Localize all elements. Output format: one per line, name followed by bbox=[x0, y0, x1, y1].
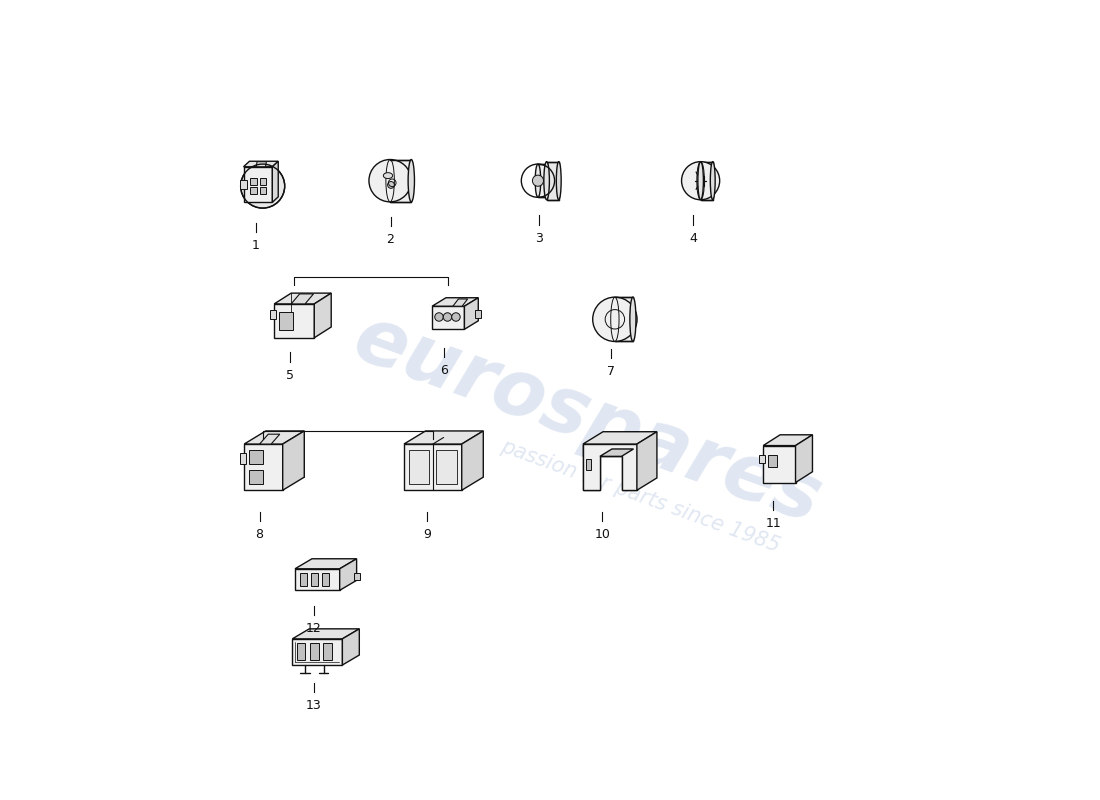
Bar bbox=[323, 643, 331, 661]
Ellipse shape bbox=[711, 162, 715, 200]
Text: 2: 2 bbox=[386, 233, 395, 246]
Polygon shape bbox=[583, 444, 600, 490]
Polygon shape bbox=[462, 431, 483, 490]
Polygon shape bbox=[763, 446, 795, 482]
Polygon shape bbox=[583, 432, 657, 444]
Polygon shape bbox=[432, 306, 464, 330]
Ellipse shape bbox=[383, 173, 393, 178]
Text: passion for parts since 1985: passion for parts since 1985 bbox=[498, 437, 783, 556]
Polygon shape bbox=[342, 629, 360, 665]
Circle shape bbox=[241, 164, 285, 208]
Text: 3: 3 bbox=[536, 231, 543, 245]
Text: eurospares: eurospares bbox=[343, 300, 830, 539]
Bar bbox=[297, 643, 306, 661]
Polygon shape bbox=[432, 298, 478, 306]
Circle shape bbox=[593, 297, 637, 342]
Polygon shape bbox=[404, 431, 483, 444]
Polygon shape bbox=[293, 629, 360, 639]
Polygon shape bbox=[315, 293, 331, 338]
Polygon shape bbox=[244, 431, 305, 444]
Ellipse shape bbox=[536, 164, 541, 198]
Bar bbox=[260, 178, 266, 185]
Text: 11: 11 bbox=[766, 517, 781, 530]
Polygon shape bbox=[243, 166, 273, 202]
Circle shape bbox=[387, 182, 394, 188]
Polygon shape bbox=[292, 294, 313, 304]
Bar bbox=[260, 187, 266, 194]
Polygon shape bbox=[795, 435, 813, 482]
Bar bbox=[475, 310, 482, 318]
Polygon shape bbox=[273, 162, 278, 202]
Bar bbox=[279, 311, 293, 330]
Bar bbox=[241, 180, 246, 189]
Bar bbox=[240, 454, 245, 464]
Polygon shape bbox=[583, 444, 637, 490]
Polygon shape bbox=[453, 299, 468, 306]
Circle shape bbox=[368, 159, 411, 202]
Text: 6: 6 bbox=[440, 364, 449, 377]
Bar bbox=[270, 310, 276, 319]
Polygon shape bbox=[244, 444, 283, 490]
Polygon shape bbox=[600, 449, 634, 456]
Polygon shape bbox=[621, 444, 637, 490]
Text: 1: 1 bbox=[252, 239, 260, 252]
Bar bbox=[586, 459, 591, 470]
Polygon shape bbox=[283, 431, 305, 490]
Text: 13: 13 bbox=[306, 699, 321, 712]
Bar bbox=[300, 574, 307, 586]
Polygon shape bbox=[295, 558, 356, 569]
Text: 10: 10 bbox=[594, 528, 610, 541]
Polygon shape bbox=[538, 164, 547, 198]
Polygon shape bbox=[293, 639, 342, 665]
Bar bbox=[353, 574, 360, 579]
Polygon shape bbox=[340, 558, 356, 590]
Circle shape bbox=[434, 313, 443, 322]
Polygon shape bbox=[763, 435, 813, 446]
Text: 4: 4 bbox=[690, 231, 697, 245]
Bar bbox=[310, 643, 319, 661]
Text: 7: 7 bbox=[607, 365, 616, 378]
Bar bbox=[759, 455, 764, 462]
Text: 12: 12 bbox=[306, 622, 321, 635]
Text: 5: 5 bbox=[286, 369, 295, 382]
Polygon shape bbox=[615, 297, 632, 342]
Polygon shape bbox=[701, 162, 713, 200]
Bar bbox=[311, 574, 318, 586]
Bar bbox=[251, 187, 257, 194]
Bar bbox=[249, 470, 263, 484]
Polygon shape bbox=[464, 298, 478, 330]
Circle shape bbox=[443, 313, 452, 322]
Polygon shape bbox=[256, 162, 266, 166]
Polygon shape bbox=[404, 444, 462, 490]
Polygon shape bbox=[243, 162, 278, 166]
Bar bbox=[249, 450, 263, 464]
Polygon shape bbox=[274, 304, 315, 338]
Ellipse shape bbox=[543, 162, 549, 200]
Text: 8: 8 bbox=[255, 528, 264, 541]
Ellipse shape bbox=[408, 159, 415, 202]
Polygon shape bbox=[260, 434, 279, 444]
Polygon shape bbox=[295, 569, 340, 590]
Circle shape bbox=[532, 175, 543, 186]
Bar bbox=[768, 455, 777, 467]
Circle shape bbox=[682, 162, 719, 200]
Bar bbox=[251, 178, 257, 185]
Bar bbox=[321, 574, 329, 586]
Ellipse shape bbox=[557, 162, 561, 200]
Polygon shape bbox=[637, 432, 657, 490]
Ellipse shape bbox=[630, 297, 636, 342]
Polygon shape bbox=[274, 293, 331, 304]
Bar bbox=[436, 450, 458, 484]
Circle shape bbox=[452, 313, 460, 322]
Polygon shape bbox=[547, 162, 559, 200]
Text: 9: 9 bbox=[422, 528, 430, 541]
Polygon shape bbox=[390, 159, 411, 202]
Polygon shape bbox=[583, 444, 637, 456]
Bar bbox=[408, 450, 429, 484]
Ellipse shape bbox=[697, 162, 703, 200]
